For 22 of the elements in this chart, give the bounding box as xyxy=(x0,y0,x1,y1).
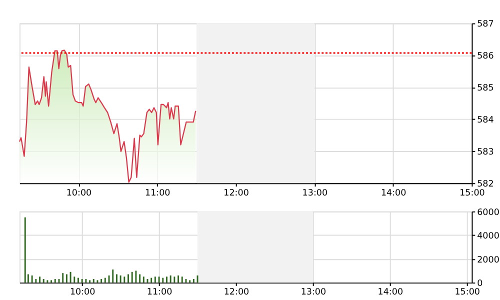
x-tick-label: 10:00 xyxy=(70,288,96,298)
x-tick-label: 14:00 xyxy=(380,188,406,198)
y-tick-label: 2000 xyxy=(477,255,500,266)
x-tick-label: 13:00 xyxy=(300,288,326,298)
y-tick-label: 582 xyxy=(477,180,494,190)
x-tick-label: 13:00 xyxy=(302,188,328,198)
x-tick-label: 15:00 xyxy=(454,288,480,298)
y-tick-label: 6000 xyxy=(477,208,500,218)
x-tick-label: 14:00 xyxy=(378,288,404,298)
x-tick-label: 12:00 xyxy=(224,188,249,198)
y-tick-label: 0 xyxy=(477,278,483,289)
y-tick-label: 585 xyxy=(477,84,494,94)
x-tick-label: 11:00 xyxy=(144,188,170,198)
x-tick-label: 10:00 xyxy=(66,188,92,198)
y-tick-label: 586 xyxy=(477,52,494,62)
x-tick-label: 11:00 xyxy=(146,288,172,298)
y-tick-label: 587 xyxy=(477,20,494,30)
y-tick-label: 584 xyxy=(477,116,494,126)
y-tick-label: 4000 xyxy=(477,232,500,242)
x-tick-label: 12:00 xyxy=(224,288,250,298)
y-tick-label: 583 xyxy=(477,148,494,158)
x-tick-label: 15:00 xyxy=(460,188,485,198)
